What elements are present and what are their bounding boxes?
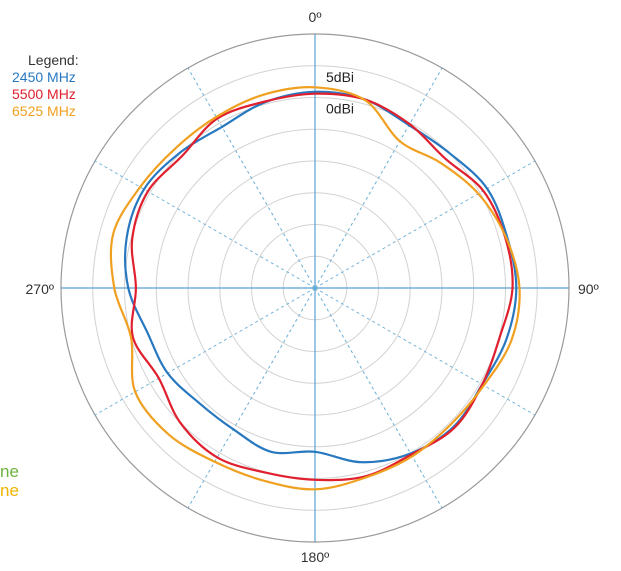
trace-6525-mhz [109,86,521,491]
angle-label-90: 90º [578,281,599,297]
angle-label-0: 0º [309,9,322,25]
trace-5500-mhz [130,92,514,482]
polar-labels: 0º 90º 180º 270º 5dBi 0dBi [26,9,599,565]
grid-spoke [314,160,536,289]
legend-item-2450: 2450 MHz [12,69,76,85]
radial-label: 5dBi [326,69,354,85]
grid-spoke [187,67,316,289]
trace-2450-mhz [124,90,518,464]
radial-label: 0dBi [326,101,354,117]
grid-spoke [94,160,316,289]
legend: Legend: 2450 MHz 5500 MHz 6525 MHz [12,52,79,120]
grid-spoke [187,287,316,509]
polar-traces [109,86,521,491]
legend-item-5500: 5500 MHz [12,86,76,102]
angle-label-270: 270º [26,281,54,297]
grid-spoke [94,287,316,416]
legend-item-6525: 6525 MHz [12,103,76,119]
legend-title: Legend: [28,52,79,68]
grid-spoke [314,67,443,289]
angle-label-180: 180º [301,549,329,565]
grid-spoke [314,287,443,509]
polar-grid [60,33,570,543]
cut-label-1: ne [0,462,19,481]
cut-label-2: ne [0,481,19,500]
grid-spoke [314,287,536,416]
